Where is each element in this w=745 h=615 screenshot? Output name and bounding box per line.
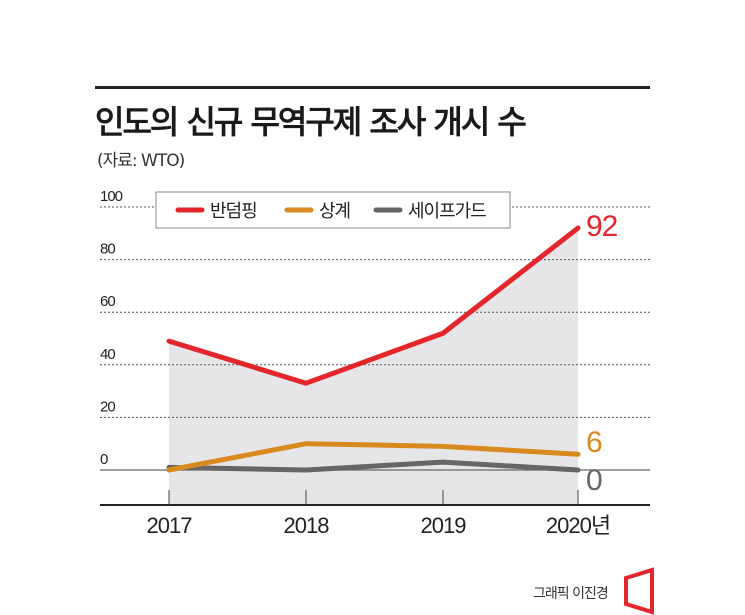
y-tick-label: 60	[100, 293, 115, 310]
legend-label: 반덤핑	[210, 201, 257, 222]
end-label: 0	[586, 464, 602, 497]
legend-box	[155, 191, 511, 229]
y-tick-label: 80	[100, 241, 115, 258]
y-tick-label: 0	[100, 451, 108, 468]
chart-source: (자료: WTO)	[97, 151, 185, 171]
top-rule	[95, 86, 650, 89]
series-line-2	[166, 459, 581, 473]
series-line-0	[166, 225, 581, 386]
x-tick-label: 2019	[421, 513, 467, 538]
end-label: 6	[586, 426, 602, 459]
series-line-1	[166, 441, 581, 473]
chart-title: 인도의 신규 무역구제 조사 개시 수	[95, 103, 527, 141]
legend-label: 세이프가드	[408, 201, 486, 222]
legend-label: 상계	[319, 201, 350, 222]
y-tick-label: 40	[100, 346, 115, 363]
end-label: 92	[586, 210, 618, 243]
y-tick-label: 20	[100, 398, 115, 415]
x-tick-label: 2018	[284, 513, 330, 538]
x-tick-label: 2017	[147, 513, 193, 538]
y-tick-label: 100	[100, 188, 123, 205]
graphic-credit: 그래픽 이진경	[533, 586, 609, 602]
x-tick-label: 2020년	[546, 513, 610, 538]
area-fill	[169, 228, 578, 506]
